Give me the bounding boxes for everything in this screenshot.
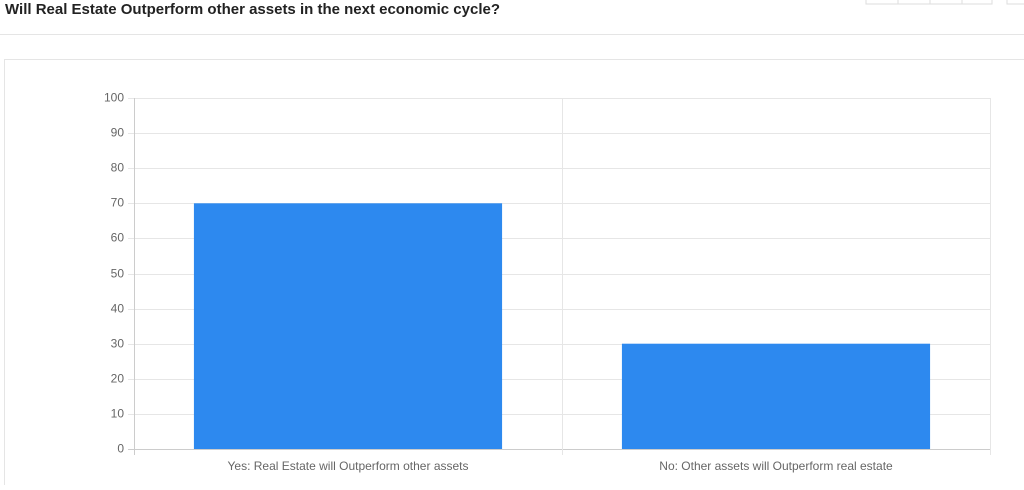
y-tick-label: 100: [104, 91, 124, 105]
y-tick-label: 30: [111, 337, 125, 351]
toolbar-button[interactable]: [898, 0, 930, 4]
bar: [622, 344, 930, 449]
chart-title: Will Real Estate Outperform other assets…: [5, 1, 500, 18]
y-tick-label: 0: [117, 442, 124, 456]
y-tick-label: 70: [111, 196, 125, 210]
bar: [194, 203, 502, 449]
y-tick-label: 40: [111, 302, 125, 316]
x-tick-label: No: Other assets will Outperform real es…: [659, 459, 893, 473]
toolbar-button[interactable]: [1007, 0, 1024, 4]
y-tick-label: 90: [111, 126, 125, 140]
y-tick-label: 80: [111, 161, 125, 175]
toolbar-button[interactable]: [930, 0, 962, 4]
y-tick-label: 20: [111, 372, 125, 386]
y-tick-label: 60: [111, 231, 125, 245]
x-tick-label: Yes: Real Estate will Outperform other a…: [228, 459, 469, 473]
y-tick-label: 10: [111, 407, 125, 421]
toolbar-button[interactable]: [962, 0, 992, 4]
toolbar: [866, 0, 1024, 4]
toolbar-button[interactable]: [866, 0, 898, 4]
y-tick-label: 50: [111, 267, 125, 281]
